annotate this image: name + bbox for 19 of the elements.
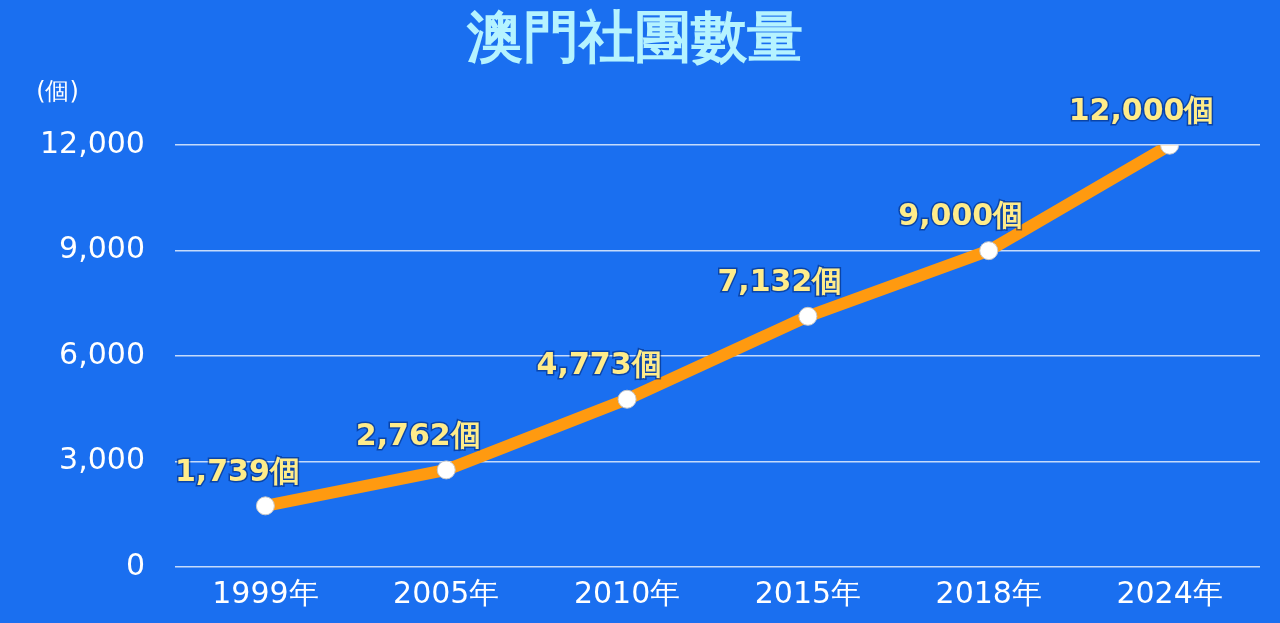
x-tick-label: 2010年 <box>573 574 681 610</box>
data-label: 1,739個 <box>174 452 300 488</box>
y-tick-label: 0 <box>125 546 145 582</box>
y-tick-label: 3,000 <box>59 441 145 477</box>
x-tick-label: 2015年 <box>754 574 862 610</box>
data-label: 9,000個 <box>898 197 1024 233</box>
y-tick-label: 9,000 <box>59 230 145 266</box>
data-label: 7,132個 <box>717 263 843 299</box>
y-tick-label: 6,000 <box>59 335 145 371</box>
x-tick-label: 2005年 <box>393 574 500 610</box>
x-tick-label: 1999年 <box>212 574 319 610</box>
chart-title: 澳門社團數量 <box>466 4 803 70</box>
data-label: 12,000個 <box>1068 92 1215 127</box>
data-label: 4,773個 <box>536 346 662 382</box>
data-label: 2,762個 <box>355 416 481 452</box>
y-axis-title: (個) <box>36 77 79 106</box>
y-tick-label: 12,000 <box>39 125 145 160</box>
x-tick-label: 2018年 <box>935 574 1042 610</box>
x-tick-label: 2024年 <box>1116 574 1223 610</box>
